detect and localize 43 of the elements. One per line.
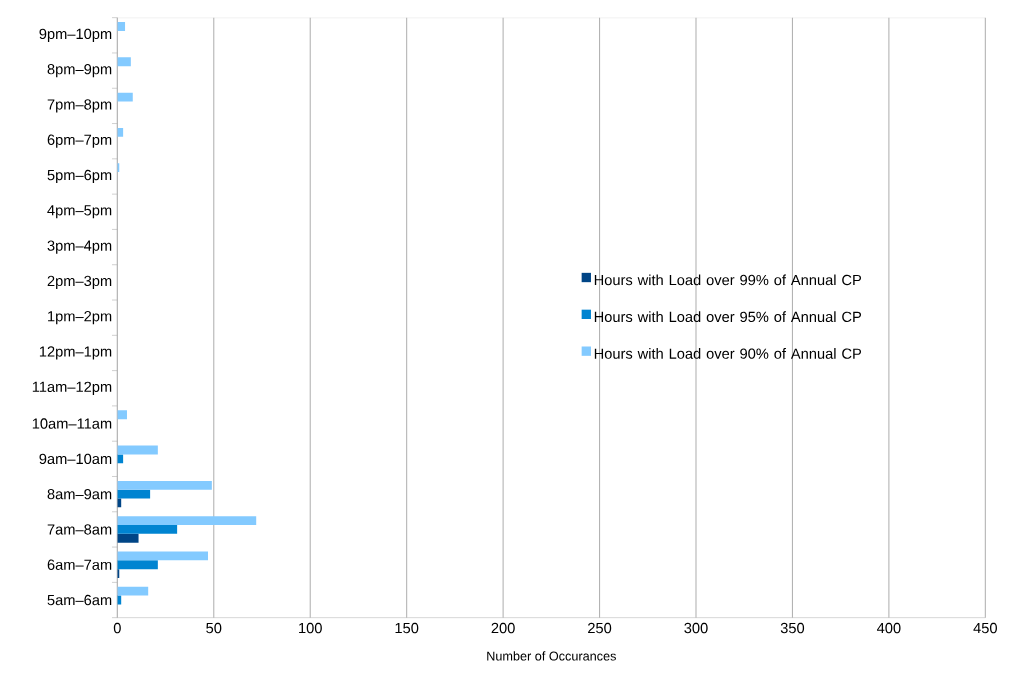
y-tick-label: 12pm–1pm — [39, 346, 112, 360]
y-tick-label: 6am–7am — [47, 559, 112, 570]
y-tick-label: 4pm–5pm — [47, 205, 112, 219]
x-tick-label: 100 — [299, 622, 322, 634]
x-tick-label: 200 — [491, 622, 515, 634]
y-tick-label: 9am–10am — [39, 453, 112, 465]
y-tick-label: 5pm–6pm — [47, 169, 112, 184]
y-tick-label: 2pm–3pm — [47, 275, 112, 289]
bar — [117, 525, 178, 534]
y-tick-label: 11am–12pm — [32, 381, 112, 395]
y-tick-label: 1pm–2pm — [48, 311, 112, 325]
x-tick-label: 150 — [395, 622, 419, 634]
y-tick-label: 8pm–9pm — [47, 63, 112, 78]
bar — [117, 480, 212, 490]
y-tick-label: 8am–9am — [47, 488, 112, 500]
y-tick-label: 7pm–8pm — [47, 99, 112, 113]
bar — [117, 560, 158, 570]
x-tick-label: 0 — [113, 622, 121, 634]
bar — [117, 516, 257, 526]
bar — [117, 551, 208, 561]
bar — [117, 586, 149, 596]
bar — [117, 57, 131, 67]
x-tick-label: 350 — [780, 622, 805, 634]
y-tick-label: 10am–11am — [32, 418, 112, 429]
x-tick-label: 250 — [588, 622, 612, 634]
y-tick-label: 6pm–7pm — [47, 134, 112, 148]
x-tick-label: 450 — [973, 622, 997, 634]
bar — [117, 533, 139, 543]
legend-label: Hours with Load over 90% of Annual CP — [594, 348, 862, 359]
legend-label: Hours with Load over 99% of Annual CP — [594, 274, 862, 286]
legend-label: Hours with Load over 95% of Annual CP — [594, 311, 862, 323]
x-tick-label: 400 — [876, 622, 901, 634]
x-tick-label: 300 — [684, 622, 708, 634]
bar — [117, 22, 126, 31]
bar — [117, 489, 151, 499]
y-tick-label: 5am–6am — [47, 594, 112, 606]
x-tick-label: 50 — [206, 622, 222, 634]
bar — [117, 445, 158, 455]
x-axis-title: Number of Occurances — [487, 651, 616, 661]
y-tick-label: 7am–8am — [47, 524, 112, 535]
bar — [117, 410, 127, 420]
y-tick-label: 9pm–10pm — [39, 28, 112, 42]
y-tick-label: 3pm–4pm — [47, 240, 112, 254]
